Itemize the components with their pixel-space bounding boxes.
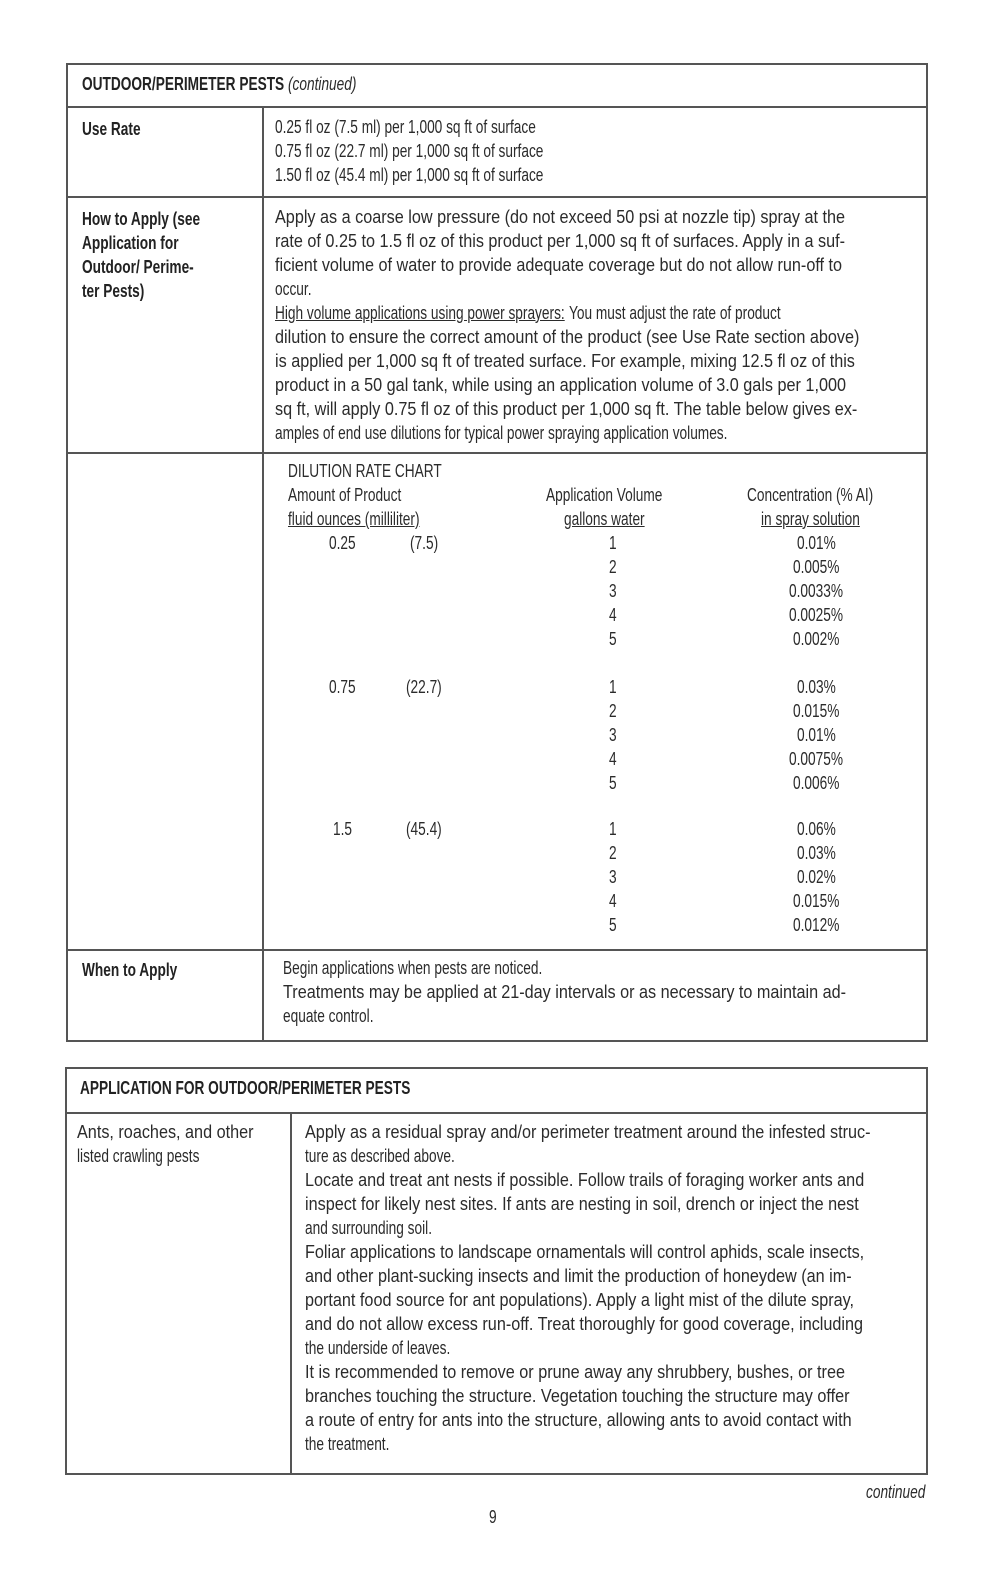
- concentration: 0.0075%: [789, 749, 844, 769]
- divider: [65, 1112, 928, 1114]
- chart-title: DILUTION RATE CHART: [288, 461, 442, 481]
- amount-ml: (45.4): [406, 819, 442, 839]
- column-subheader: fluid ounces (milliliter): [288, 509, 420, 529]
- application-volume: 4: [609, 891, 617, 911]
- how-to-apply-line: occur.: [275, 279, 312, 299]
- application-table: [65, 1067, 928, 1475]
- application-line: Locate and treat ant nests if possible. …: [305, 1170, 865, 1190]
- concentration: 0.03%: [796, 843, 836, 863]
- application-line: and other plant-sucking insects and limi…: [305, 1266, 852, 1286]
- amount-ml: (22.7): [406, 677, 442, 697]
- how-to-apply-line: You must adjust the rate of product: [568, 303, 781, 323]
- application-line: and surrounding soil.: [305, 1218, 433, 1238]
- concentration: 0.015%: [792, 891, 840, 911]
- concentration: 0.02%: [796, 867, 836, 887]
- how-to-apply-line: rate of 0.25 to 1.5 fl oz of this produc…: [275, 231, 846, 251]
- when-to-apply-line: Treatments may be applied at 21-day inte…: [283, 982, 847, 1002]
- amount-ml: (7.5): [409, 533, 439, 553]
- application-line: Foliar applications to landscape ornamen…: [305, 1242, 865, 1262]
- divider: [66, 452, 928, 454]
- row-label-how-to-apply: Outdoor/ Perime-: [82, 257, 194, 277]
- application-volume: 3: [609, 725, 617, 745]
- use-rate-line: 1.50 fl oz (45.4 ml) per 1,000 sq ft of …: [275, 165, 544, 185]
- application-volume: 2: [609, 557, 617, 577]
- column-subheader: in spray solution: [760, 509, 860, 529]
- application-volume: 2: [609, 701, 617, 721]
- concentration: 0.0033%: [789, 581, 844, 601]
- column-divider: [290, 1112, 292, 1474]
- concentration: 0.006%: [792, 773, 840, 793]
- row-label-pests: Ants, roaches, and other: [77, 1122, 254, 1142]
- page-number: 9: [489, 1507, 497, 1527]
- how-to-apply-line: sq ft, will apply 0.75 fl oz of this pro…: [275, 399, 858, 419]
- application-line: portant food source for ant populations)…: [305, 1290, 855, 1310]
- column-header: Amount of Product: [288, 485, 402, 505]
- power-sprayers-heading: High volume applications using power spr…: [275, 303, 565, 323]
- outdoor-perimeter-table: [66, 63, 928, 1042]
- how-to-apply-line: amples of end use dilutions for typical …: [275, 423, 728, 443]
- concentration: 0.002%: [792, 629, 840, 649]
- application-volume: 5: [609, 915, 617, 935]
- column-subheader: gallons water: [563, 509, 645, 529]
- how-to-apply-line: dilution to ensure the correct amount of…: [275, 327, 860, 347]
- application-volume: 4: [609, 605, 617, 625]
- amount-fl-oz: 0.25: [328, 533, 356, 553]
- application-line: branches touching the structure. Vegetat…: [305, 1386, 850, 1406]
- application-line: and do not allow excess run-off. Treat t…: [305, 1314, 864, 1334]
- application-line: the treatment.: [305, 1434, 390, 1454]
- application-volume: 4: [609, 749, 617, 769]
- row-label-pests: listed crawling pests: [77, 1146, 200, 1166]
- concentration: 0.005%: [792, 557, 840, 577]
- continued-note: continued: [865, 1482, 926, 1502]
- application-volume: 1: [609, 533, 617, 553]
- concentration: 0.012%: [792, 915, 840, 935]
- table-header: OUTDOOR/PERIMETER PESTS: [82, 74, 285, 94]
- use-rate-line: 0.25 fl oz (7.5 ml) per 1,000 sq ft of s…: [275, 117, 536, 137]
- how-to-apply-line: Apply as a coarse low pressure (do not e…: [275, 207, 846, 227]
- column-header: Application Volume: [545, 485, 663, 505]
- application-line: a route of entry for ants into the struc…: [305, 1410, 852, 1430]
- amount-fl-oz: 1.5: [332, 819, 352, 839]
- concentration: 0.03%: [796, 677, 836, 697]
- how-to-apply-line: is applied per 1,000 sq ft of treated su…: [275, 351, 855, 371]
- application-volume: 5: [609, 629, 617, 649]
- application-line: ture as described above.: [305, 1146, 455, 1166]
- application-volume: 3: [609, 867, 617, 887]
- row-label-how-to-apply: Application for: [82, 233, 179, 253]
- table-header: APPLICATION FOR OUTDOOR/PERIMETER PESTS: [80, 1078, 411, 1098]
- row-label-when-to-apply: When to Apply: [82, 960, 178, 980]
- application-volume: 1: [609, 677, 617, 697]
- concentration: 0.0025%: [789, 605, 844, 625]
- application-line: inspect for likely nest sites. If ants a…: [305, 1194, 859, 1214]
- concentration: 0.01%: [796, 533, 836, 553]
- divider: [66, 949, 928, 951]
- row-label-how-to-apply: How to Apply (see: [82, 209, 201, 229]
- row-label-use-rate: Use Rate: [82, 119, 141, 139]
- divider: [66, 196, 928, 198]
- application-volume: 5: [609, 773, 617, 793]
- application-line: It is recommended to remove or prune awa…: [305, 1362, 845, 1382]
- use-rate-line: 0.75 fl oz (22.7 ml) per 1,000 sq ft of …: [275, 141, 544, 161]
- concentration: 0.01%: [796, 725, 836, 745]
- how-to-apply-line: ficient volume of water to provide adequ…: [275, 255, 843, 275]
- concentration: 0.06%: [796, 819, 836, 839]
- row-label-how-to-apply: ter Pests): [82, 281, 145, 301]
- application-line: Apply as a residual spray and/or perimet…: [305, 1122, 871, 1142]
- application-volume: 3: [609, 581, 617, 601]
- application-line: the underside of leaves.: [305, 1338, 451, 1358]
- divider: [66, 106, 928, 108]
- column-header: Concentration (% AI): [746, 485, 874, 505]
- concentration: 0.015%: [792, 701, 840, 721]
- how-to-apply-line: product in a 50 gal tank, while using an…: [275, 375, 846, 395]
- application-volume: 2: [609, 843, 617, 863]
- header-note: (continued): [288, 74, 357, 94]
- column-divider: [262, 106, 264, 1042]
- when-to-apply-line: equate control.: [283, 1006, 374, 1026]
- application-volume: 1: [609, 819, 617, 839]
- when-to-apply-line: Begin applications when pests are notice…: [283, 958, 543, 978]
- amount-fl-oz: 0.75: [328, 677, 356, 697]
